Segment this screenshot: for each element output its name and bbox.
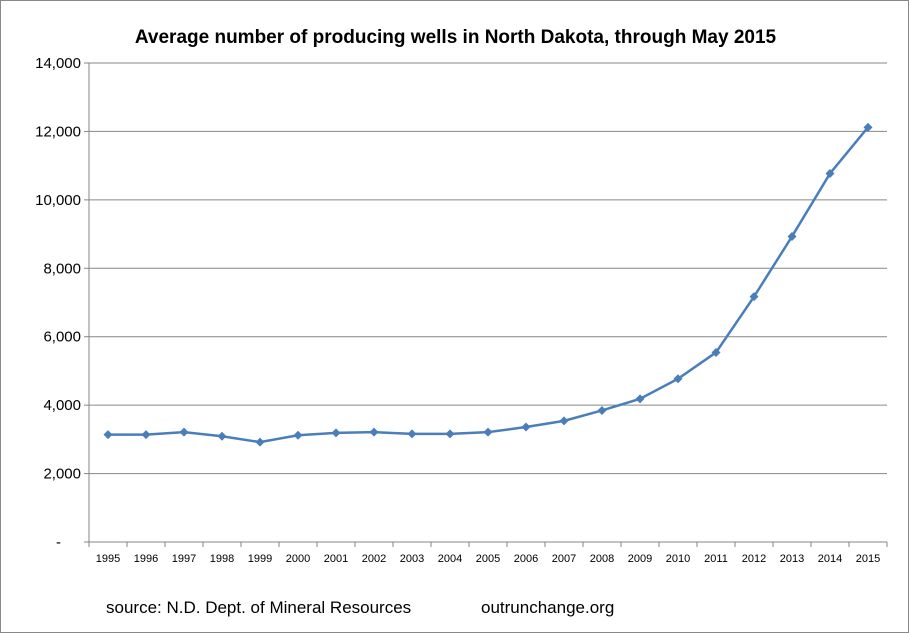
x-tick-label: 1997 — [172, 553, 196, 565]
data-point — [597, 405, 607, 415]
y-tick-label: 12,000 — [35, 123, 81, 140]
y-tick-label: - — [56, 534, 61, 551]
data-point — [825, 169, 835, 179]
data-point — [369, 427, 379, 437]
x-tick-label: 2012 — [742, 553, 766, 565]
site-note: outrunchange.org — [481, 598, 615, 617]
data-point — [217, 431, 227, 441]
data-point — [559, 416, 569, 426]
x-tick-label: 1995 — [96, 553, 120, 565]
chart-title: Average number of producing wells in Nor… — [134, 27, 777, 48]
x-tick-label: 2000 — [286, 553, 310, 565]
data-point — [445, 429, 455, 439]
data-point — [293, 430, 303, 440]
data-point — [863, 122, 873, 132]
x-tick-label: 1998 — [210, 553, 234, 565]
x-tick-label: 2013 — [780, 553, 804, 565]
x-tick-label: 2009 — [628, 553, 652, 565]
data-point — [521, 422, 531, 432]
x-tick-label: 2015 — [856, 553, 880, 565]
x-tick-label: 2010 — [666, 553, 690, 565]
data-point — [179, 427, 189, 437]
x-tick-label: 2011 — [704, 553, 728, 565]
x-tick-label: 2007 — [552, 553, 576, 565]
data-point — [331, 428, 341, 438]
x-tick-label: 1999 — [248, 553, 272, 565]
data-point — [483, 427, 493, 437]
x-tick-label: 2003 — [400, 553, 424, 565]
data-point — [787, 231, 797, 241]
y-tick-label: 14,000 — [35, 55, 81, 72]
series-line — [108, 126, 869, 444]
data-point — [673, 374, 683, 384]
x-tick-label: 1996 — [134, 553, 158, 565]
data-point — [749, 292, 759, 302]
data-point — [103, 430, 113, 440]
data-point — [141, 430, 151, 440]
x-tick-label: 2004 — [438, 553, 462, 565]
y-tick-label: 8,000 — [43, 260, 81, 277]
x-tick-label: 2008 — [590, 553, 614, 565]
y-tick-label: 2,000 — [43, 466, 81, 483]
x-tick-label: 2002 — [362, 553, 386, 565]
data-point — [255, 437, 265, 447]
y-tick-label: 10,000 — [35, 192, 81, 209]
source-note: source: N.D. Dept. of Mineral Resources — [106, 598, 412, 617]
data-point — [635, 394, 645, 404]
x-tick-label: 2014 — [818, 553, 842, 565]
data-point — [407, 429, 417, 439]
y-tick-label: 6,000 — [43, 329, 81, 346]
data-point — [711, 347, 721, 357]
x-tick-label: 2005 — [476, 553, 500, 565]
y-tick-label: 4,000 — [43, 397, 81, 414]
x-tick-label: 2006 — [514, 553, 538, 565]
x-tick-label: 2001 — [324, 553, 348, 565]
